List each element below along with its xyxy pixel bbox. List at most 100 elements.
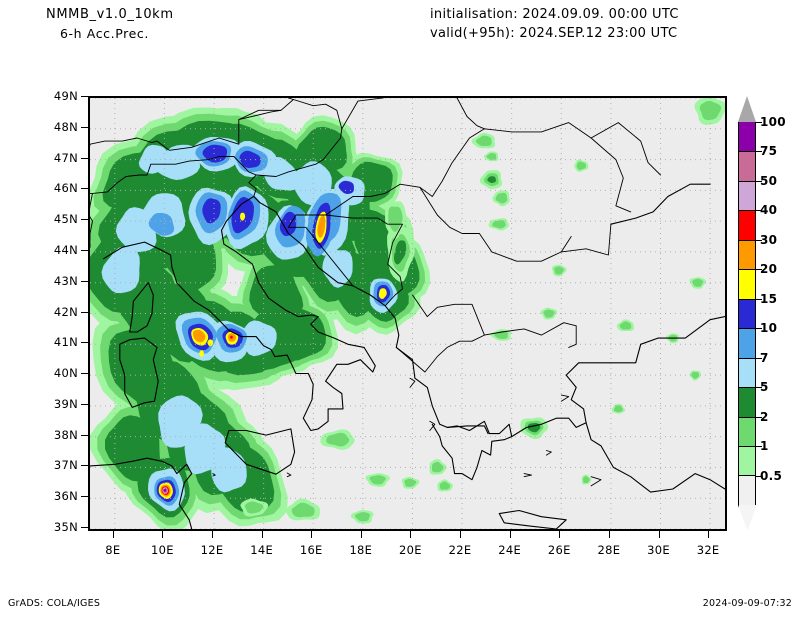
latitude-tick [81, 249, 88, 251]
map-canvas [90, 98, 725, 529]
latitude-tick-label: 42N [53, 304, 78, 319]
colorbar-band [738, 298, 756, 329]
footer: GrADS: COLA/IGES 2024-09-09-07:32 [0, 596, 800, 618]
colorbar-tick [756, 357, 762, 359]
colorbar-band [738, 328, 756, 358]
colorbar-tick-label: 40 [760, 203, 778, 218]
colorbar-tick-label: 100 [760, 115, 786, 129]
colorbar-tick [756, 239, 762, 241]
latitude-tick-label: 46N [53, 181, 78, 196]
latitude-tick [81, 219, 88, 221]
longitude-tick [559, 531, 561, 538]
latitude-tick [81, 311, 88, 313]
colorbar-tick-label: 2 [760, 409, 769, 424]
latitude-tick-label: 43N [53, 273, 78, 288]
colorbar-tick-label: 7 [760, 350, 769, 365]
run-info-block: initialisation: 2024.09.09. 00:00 UTC va… [430, 7, 679, 41]
longitude-tick-label: 14E [250, 543, 274, 557]
latitude-tick-label: 41N [53, 335, 78, 350]
latitude-tick-label: 45N [53, 212, 78, 227]
longitude-tick [162, 531, 164, 538]
colorbar-tick-label: 30 [760, 232, 778, 247]
longitude-tick-label: 32E [696, 543, 720, 557]
colorbar-under-arrow [738, 505, 757, 531]
longitude-tick-label: 22E [448, 543, 472, 557]
latitude-tick [81, 527, 88, 528]
colorbar-tick [756, 210, 762, 212]
latitude-tick [81, 126, 88, 128]
colorbar-band [738, 387, 756, 417]
colorbar-tick [756, 387, 762, 389]
colorbar-tick-label: 20 [760, 262, 778, 277]
longitude-tick-label: 26E [547, 543, 571, 557]
longitude-tick-label: 30E [647, 543, 670, 557]
longitude-axis: 8E 10E 12E 14E 16E 18E 20E 22E 24E 26E 28E 30E 32E [88, 531, 727, 561]
latitude-tick-label: 35N [53, 520, 78, 534]
latitude-tick [81, 157, 88, 159]
latitude-tick-label: 37N [53, 458, 78, 473]
colorbar-tick-label: 0.5 [760, 468, 783, 483]
colorbar-legend: 0.5 1 2 5 7 10 15 20 30 40 50 75 100 [736, 96, 800, 531]
colorbar-band [738, 210, 756, 240]
model-title-block: NMMB_v1.0_10km 6-h Acc.Prec. [46, 7, 174, 41]
colorbar-tick [756, 416, 762, 418]
colorbar-over-arrow [738, 96, 756, 122]
colorbar-band [738, 357, 756, 388]
latitude-tick [81, 188, 88, 190]
latitude-tick-label: 38N [53, 427, 78, 442]
colorbar-tick [756, 269, 762, 271]
colorbar-band [738, 445, 756, 476]
initialisation-value: 2024.09.09. 00:00 UTC [522, 7, 679, 22]
footer-credit: GrADS: COLA/IGES [8, 598, 101, 609]
longitude-tick [658, 531, 660, 538]
colorbar-tick [756, 475, 762, 477]
latitude-tick-label: 39N [53, 396, 78, 411]
colorbar-tick-label: 1 [760, 439, 769, 454]
footer-timestamp: 2024-09-09-07:32 [702, 598, 792, 609]
latitude-tick [81, 403, 88, 405]
colorbar-band [738, 180, 756, 211]
longitude-tick-label: 12E [200, 543, 224, 557]
field-name: 6-h Acc.Prec. [60, 26, 149, 41]
colorbar-bands [738, 122, 756, 505]
colorbar-tick [756, 298, 762, 300]
graticule-grid [90, 98, 725, 529]
latitude-tick [81, 280, 88, 282]
colorbar-band [738, 151, 756, 181]
latitude-tick-label: 48N [53, 119, 78, 134]
longitude-tick [112, 531, 114, 538]
colorbar-tick-label: 10 [760, 321, 778, 336]
latitude-tick [81, 496, 88, 498]
longitude-tick [261, 531, 263, 538]
longitude-tick [708, 531, 710, 538]
precipitation-field [90, 98, 725, 529]
colorbar-tick [756, 446, 762, 448]
longitude-tick [311, 531, 313, 538]
initialisation-label: initialisation: [430, 7, 518, 22]
colorbar-band [738, 416, 756, 446]
map-plot-area[interactable] [88, 96, 727, 531]
latitude-tick [81, 434, 88, 436]
longitude-tick [410, 531, 412, 538]
colorbar-band [738, 475, 756, 505]
colorbar-tick [756, 122, 762, 123]
latitude-tick-label: 36N [53, 489, 78, 504]
coastline-borders [90, 98, 725, 529]
longitude-tick-label: 10E [151, 543, 174, 557]
longitude-tick-label: 16E [299, 543, 323, 557]
latitude-tick-label: 49N [53, 89, 78, 103]
longitude-tick [509, 531, 511, 538]
longitude-tick-label: 18E [349, 543, 373, 557]
longitude-tick [460, 531, 462, 538]
longitude-tick [360, 531, 362, 538]
colorbar-tick-label: 50 [760, 173, 778, 188]
latitude-tick [81, 465, 88, 467]
header: NMMB_v1.0_10km 6-h Acc.Prec. initialisat… [0, 0, 800, 56]
longitude-tick-label: 24E [498, 543, 522, 557]
longitude-tick-label: 28E [597, 543, 621, 557]
valid-value: 2024.SEP.12 23:00 UTC [519, 26, 678, 41]
valid-label: valid(+95h): [430, 26, 515, 41]
latitude-axis: 49N 48N 47N 46N 45N 44N 43N 42N 41N 40N 39N 38N 37N 3… [0, 89, 88, 534]
colorbar-tick [756, 180, 762, 182]
colorbar-band [738, 239, 756, 270]
